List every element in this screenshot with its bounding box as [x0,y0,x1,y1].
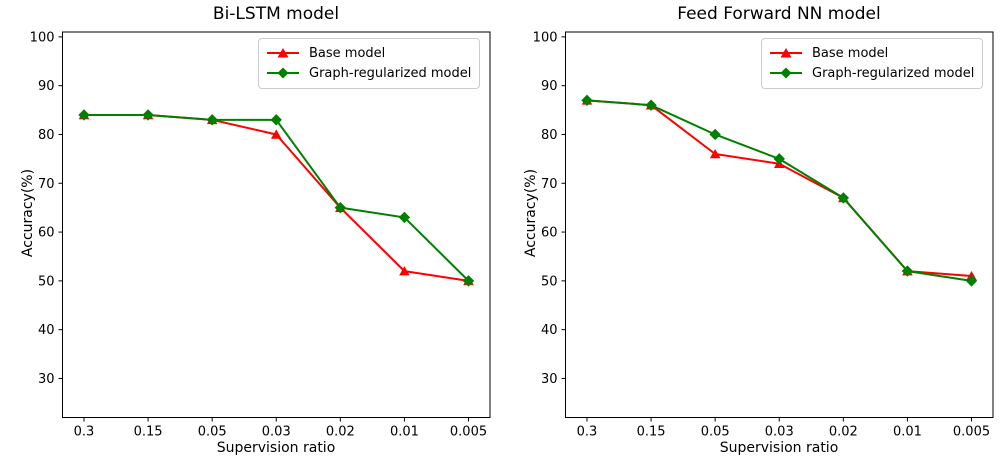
x-tick-label: 0.3 [577,425,598,440]
bilstm-plot-canvas: 30 40 50 60 70 80 90 100 0.3 0.15 0.05 0.03 0.02 0.01… [30,30,491,440]
legend: Base model Graph-regularized model [258,38,481,89]
data-point-marker-base-model [270,129,282,139]
data-point-marker-graph-regularized-model [965,275,978,287]
red-line-triangle-icon [267,48,299,58]
data-point-marker-graph-regularized-model [462,275,475,287]
x-tick-label: 0.3 [74,425,95,440]
legend-label-base-model: Base model [309,45,386,61]
data-point-marker-graph-regularized-model [142,109,154,121]
green-line-diamond-icon [267,67,299,79]
series-line-graph-regularized-model [586,99,972,282]
x-axis-label: Supervision ratio [719,440,839,456]
y-tick-label: 80 [38,128,55,143]
x-tick-label: 0.005 [953,425,990,440]
x-tick-label: 0.15 [134,425,163,440]
data-point-marker-graph-regularized-model [773,153,785,165]
feedforward-plot-canvas: 30 40 50 60 70 80 90 100 0.3 0.15 0.05 0.03 0.02 0.01… [533,30,994,440]
x-tick-label: 0.05 [701,425,730,440]
green-line-diamond-icon [770,67,802,79]
plot-title-bilstm: Bi-LSTM model [212,4,340,24]
subplot-feedforward: 30 40 50 60 70 80 90 100 0.3 0.15 0.05 0.03 0.02 0.01… [503,0,1006,470]
y-tick-label: 90 [541,79,558,94]
x-tick-label: 0.15 [637,425,666,440]
axes-frame [62,31,491,418]
y-tick-label: 40 [541,323,558,338]
x-tick-label: 0.02 [829,425,858,440]
legend-entry-graph-regularized: Graph-regularized model [769,63,974,83]
y-tick-label: 70 [541,177,558,192]
y-tick-label: 30 [541,372,558,387]
x-tick-label: 0.03 [262,425,291,440]
series-line-base-model [84,113,469,282]
y-tick-label: 60 [38,226,55,241]
data-point-marker-base-model [709,148,721,159]
y-tick-label: 50 [38,274,55,289]
data-point-marker-graph-regularized-model [581,94,593,107]
data-point-marker-graph-regularized-model [398,211,411,224]
y-tick-label: 80 [541,128,558,143]
x-tick-label: 0.02 [326,425,355,440]
legend-label-graph-regularized: Graph-regularized model [309,65,472,81]
legend-label-base-model: Base model [812,45,889,61]
data-point-marker-graph-regularized-model [334,201,347,214]
data-point-marker-graph-regularized-model [206,114,218,126]
y-axis-label: Accuracy(%) [523,168,539,258]
legend-entry-base-model: Base model [266,43,471,63]
y-tick-label: 70 [38,177,55,192]
y-tick-label: 30 [38,372,55,387]
y-tick-label: 60 [541,226,558,241]
data-point-marker-graph-regularized-model [270,114,282,126]
x-tick-label: 0.03 [765,425,794,440]
y-tick-label: 40 [38,323,55,338]
legend-entry-graph-regularized: Graph-regularized model [266,63,471,83]
red-line-triangle-icon [770,48,802,58]
y-tick-label: 100 [30,30,55,45]
subplot-bilstm: 30 40 50 60 70 80 90 100 0.3 0.15 0.05 0.03 0.02 0.01… [20,4,491,456]
series-line-graph-regularized-model [84,113,470,282]
y-tick-label: 50 [541,274,558,289]
series-line-base-model [586,99,972,277]
axes-frame [565,31,994,418]
plot-title-feedforward: Feed Forward NN model [677,4,881,24]
y-axis-label: Accuracy(%) [20,168,36,258]
data-point-marker-graph-regularized-model [78,109,90,121]
legend: Base model Graph-regularized model [761,38,984,89]
legend-entry-base-model: Base model [769,43,974,63]
x-tick-label: 0.01 [390,425,419,440]
data-point-marker-base-model [399,266,410,276]
x-tick-label: 0.005 [450,425,487,440]
x-tick-label: 0.01 [893,425,922,440]
x-tick-label: 0.05 [198,425,227,440]
x-axis-label: Supervision ratio [216,440,336,456]
y-tick-label: 90 [38,79,55,94]
y-tick-label: 100 [533,30,558,45]
data-point-marker-graph-regularized-model [709,128,721,141]
legend-label-graph-regularized: Graph-regularized model [812,65,975,81]
